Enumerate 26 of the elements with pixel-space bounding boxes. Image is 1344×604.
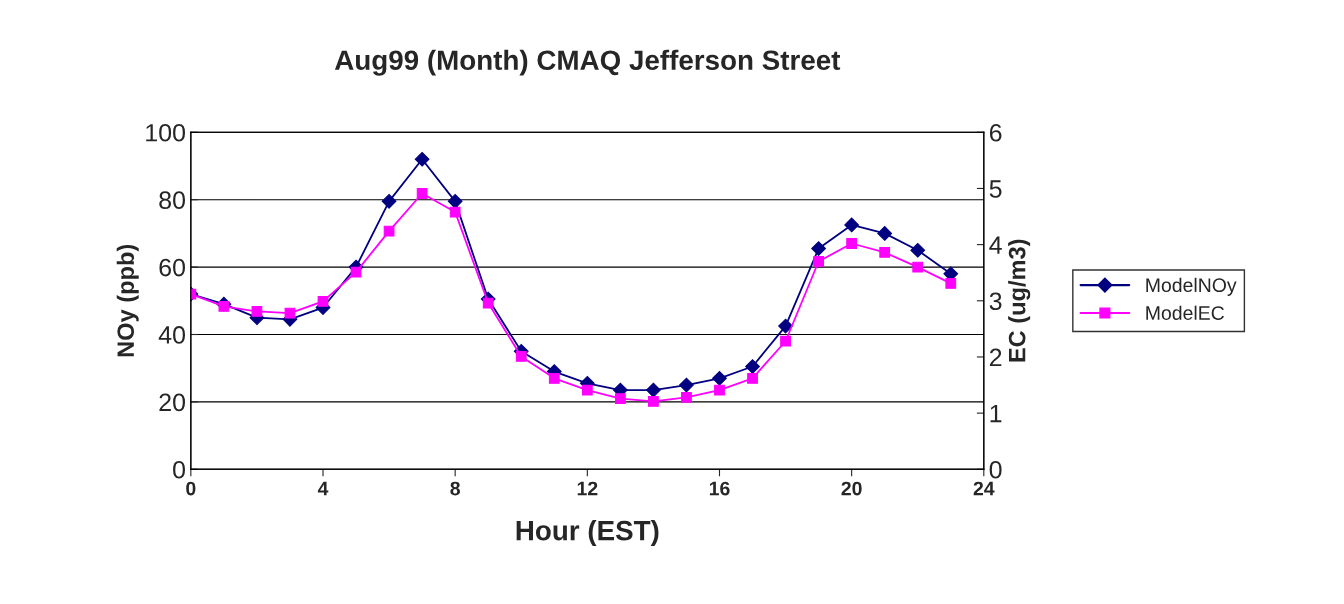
x-tick-label: 8 xyxy=(450,481,460,496)
y-tick-label: 0 xyxy=(173,460,186,479)
x-tick-label: 24 xyxy=(973,481,995,496)
legend-label: ModelEC xyxy=(1146,305,1224,320)
y2-tick-label: 5 xyxy=(989,180,1002,198)
x-axis-title: Hour (EST) xyxy=(516,520,659,546)
y-tick-label: 40 xyxy=(158,326,186,344)
y2-tick-label: 3 xyxy=(989,292,1002,311)
y2-tick-label: 0 xyxy=(989,460,1002,479)
y-tick-label: 20 xyxy=(159,393,186,412)
x-tick-label: 0 xyxy=(186,481,196,496)
y-tick-label: 80 xyxy=(159,191,186,209)
y-tick-label: 60 xyxy=(159,258,186,277)
y2-tick-label: 1 xyxy=(990,405,1002,423)
y2-axis-title: EC (ug/m3) xyxy=(1008,239,1031,362)
y2-tick-label: 4 xyxy=(989,236,1002,254)
x-tick-label: 20 xyxy=(841,481,862,496)
y2-tick-label: 2 xyxy=(989,348,1002,367)
y-tick-label: 100 xyxy=(146,123,186,142)
legend-label: ModelNOy xyxy=(1146,277,1237,296)
y2-tick-label: 6 xyxy=(989,123,1002,142)
x-tick-label: 12 xyxy=(577,481,598,496)
y-axis-title: NOy (ppb) xyxy=(116,244,139,357)
chart-title: Aug99 (Month) CMAQ Jefferson Street xyxy=(334,49,841,76)
x-tick-label: 4 xyxy=(317,481,329,496)
x-tick-label: 16 xyxy=(709,481,730,496)
